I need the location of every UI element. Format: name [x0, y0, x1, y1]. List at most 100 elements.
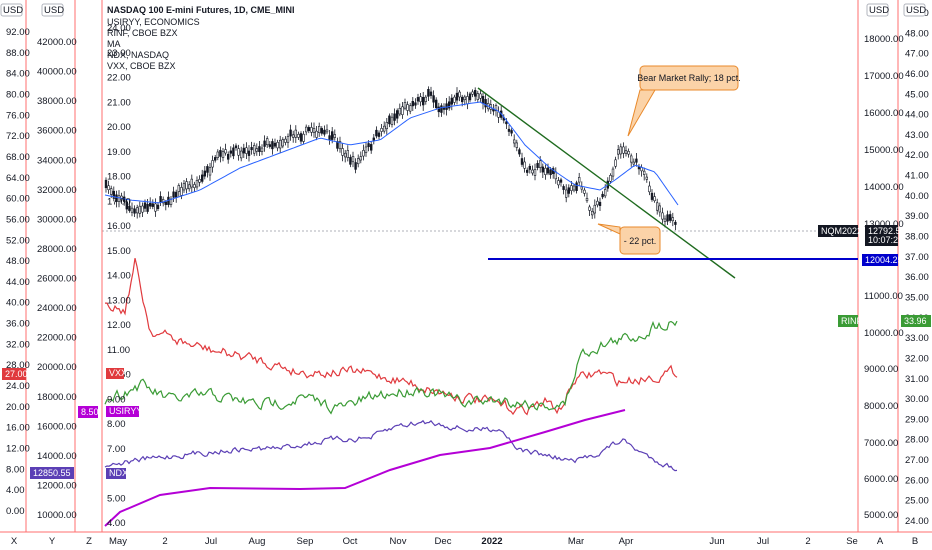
- nq-price-tag-bg: [865, 225, 898, 237]
- candle-body: [201, 174, 204, 182]
- rinf-axis-tick: 47.00: [905, 49, 929, 60]
- footer-button: B: [912, 536, 918, 547]
- candle-body: [557, 180, 560, 186]
- vxx-axis-tick: 23.00: [107, 48, 131, 59]
- candle-body: [221, 151, 225, 158]
- candle-body: [390, 116, 394, 125]
- vxx-axis-tick: 18.00: [107, 172, 131, 183]
- candle-body: [263, 140, 266, 147]
- vxx-axis-tick: 16.00: [107, 221, 131, 232]
- vxx-axis-tick: 9.00: [107, 394, 126, 405]
- candle-body: [330, 131, 334, 140]
- ndx-axis-tick: 24000.00: [37, 303, 77, 314]
- candle-body: [603, 189, 607, 197]
- candle-body: [143, 202, 147, 209]
- usiryy-value-tag-bg: [78, 406, 98, 418]
- usiryy-axis-tick: 8.00: [6, 464, 25, 475]
- candle-body: [401, 106, 404, 115]
- nq-axis-tick: 14000.00: [864, 182, 904, 193]
- annotations: Bear Market Rally; 18 pct. - 22 pct.: [477, 65, 858, 279]
- usiryy-axis-tick: 88.00: [6, 48, 30, 59]
- x-axis-tick: Jul: [757, 536, 769, 547]
- candle-body: [195, 180, 199, 188]
- candle-body: [164, 201, 167, 205]
- rinf-axis-tick: 38.00: [905, 232, 929, 243]
- rinf-axis-tick: 40.00: [905, 191, 929, 202]
- candle-body: [541, 166, 545, 173]
- candle-body: [377, 132, 381, 137]
- candle-body: [658, 205, 662, 213]
- ndx-axis-tick: 16000.00: [37, 421, 77, 432]
- legend-entry: MA: [107, 39, 121, 49]
- usiryy-axis-tick: 64.00: [6, 173, 30, 184]
- candle-body: [427, 89, 430, 97]
- candle-body: [268, 144, 271, 147]
- candle-body: [627, 151, 630, 155]
- rinf-value-tag: 33.96: [904, 316, 927, 326]
- x-axis-tick: 2: [805, 536, 810, 547]
- chart-title: NASDAQ 100 E-mini Futures, 1D, CME_MINI: [107, 5, 295, 15]
- candle-body: [338, 141, 342, 150]
- vxx-axis-tick: 19.00: [107, 147, 131, 158]
- candle-body: [481, 96, 485, 104]
- nq-axis-tick: 7000.00: [864, 438, 898, 449]
- currency-label-box: [903, 3, 926, 17]
- candle-body: [518, 149, 521, 155]
- nq-axis-tick: 11000.00: [864, 291, 903, 302]
- x-axis-tick: Jun: [709, 536, 724, 547]
- candle-body: [159, 196, 162, 203]
- candle-body: [349, 157, 352, 165]
- vxx-value-tag: 27.00: [5, 369, 28, 379]
- rinf-axis-tick: 42.00: [905, 150, 929, 161]
- candle-body: [564, 189, 568, 198]
- callout-pointer: [597, 223, 621, 235]
- legend-entry: NDX, NASDAQ: [107, 50, 169, 60]
- candle-body: [468, 93, 472, 101]
- candle-body: [471, 91, 474, 95]
- plot-area: [102, 86, 858, 527]
- candle-body: [193, 184, 196, 188]
- candle-body: [297, 133, 300, 138]
- usiryy-line: [104, 409, 626, 527]
- vxx-axis-tick: 20.00: [107, 122, 131, 133]
- candle-body: [434, 99, 438, 109]
- candle-body: [570, 185, 573, 191]
- candle-body: [414, 102, 417, 106]
- vxx-axis-tick: 17.00: [107, 196, 131, 207]
- footer-button: Z: [86, 536, 92, 547]
- candle-body: [403, 102, 407, 109]
- vxx-axis-tick: 11.00: [107, 345, 130, 356]
- rinf-name-tag-bg: [838, 315, 858, 327]
- candle-body: [614, 159, 617, 167]
- candle-body: [549, 169, 552, 176]
- ndx-value-tag: 12850.55: [33, 468, 71, 478]
- candle-body: [245, 147, 248, 154]
- candle-body: [544, 167, 547, 175]
- rinf-axis-tick: 36.00: [905, 272, 929, 283]
- candle-body: [455, 92, 459, 101]
- candle-body: [325, 129, 329, 133]
- candle-body: [424, 96, 427, 102]
- usiryy-axis-tick: 52.00: [6, 235, 30, 246]
- x-axis-tick: Jul: [205, 536, 217, 547]
- usiryy-value-tag: 8.50: [81, 407, 99, 417]
- vxx-axis-tick: 4.00: [107, 518, 126, 529]
- candle-body: [362, 150, 365, 157]
- ma-line: [104, 101, 679, 206]
- candle-body: [380, 128, 383, 132]
- candle-body: [265, 138, 269, 146]
- ndx-name-tag: NDX: [109, 468, 128, 478]
- vxx-axis-tick: 13.00: [107, 295, 131, 306]
- candle-body: [408, 105, 412, 112]
- nq-symbol-tag-bg: [818, 225, 858, 237]
- ndx-axis-tick: 26000.00: [37, 274, 77, 285]
- candle-body: [216, 151, 219, 158]
- ndx-axis-tick: 30000.00: [37, 214, 77, 225]
- currency-label-box: [866, 3, 889, 17]
- candle-body: [629, 155, 633, 163]
- usiryy-axis-tick: 72.00: [6, 131, 30, 142]
- candle-body: [572, 185, 576, 191]
- vxx-axis-tick: 7.00: [107, 444, 126, 455]
- candle-body: [575, 182, 578, 191]
